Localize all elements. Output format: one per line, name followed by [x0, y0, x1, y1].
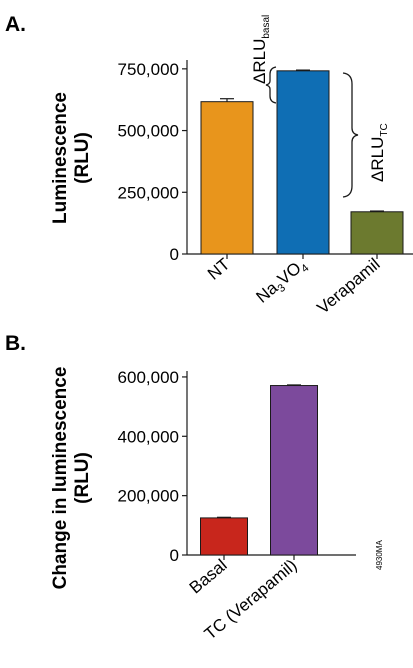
- bar-tc-verapamil-: [270, 385, 318, 556]
- x-tick-label: NT: [204, 255, 234, 284]
- panel-b-label: B.: [5, 332, 26, 355]
- delta-rlu-basal-label: ΔRLUbasal: [250, 15, 272, 84]
- y-tick-label: 600,000: [118, 368, 179, 387]
- y-tick-label: 500,000: [118, 122, 179, 141]
- y-tick-label: 0: [170, 546, 179, 565]
- x-tick-label: Verapamil: [313, 255, 383, 318]
- bar-nt: [200, 101, 254, 255]
- y-tick-label: 0: [170, 245, 179, 264]
- y-tick-label: 250,000: [118, 183, 179, 202]
- bar-na3vo4: [276, 70, 330, 255]
- chart-b: Change in luminescence (RLU) 0 200,000 400,0…: [50, 367, 356, 644]
- bar-verapamil: [350, 211, 404, 255]
- y-axis-label: Luminescence: [50, 92, 71, 224]
- y-axis-label: (RLU): [72, 452, 93, 504]
- panel-a-label: A.: [5, 13, 26, 36]
- basal-brace: [265, 66, 277, 104]
- y-axis-label: (RLU): [72, 132, 93, 184]
- delta-rlu-tc-label: ΔRLUTC: [368, 123, 390, 182]
- y-tick-label: 400,000: [118, 427, 179, 446]
- x-tick-label: Na3VO4: [253, 255, 312, 309]
- figure-code: 4930MA: [375, 540, 384, 570]
- chart-a: Luminescence (RLU) 0 250,000 500,000 750,000 N…: [50, 60, 413, 318]
- y-tick-label: 200,000: [118, 487, 179, 506]
- x-tick-label: Basal: [186, 556, 231, 598]
- tc-brace: [342, 72, 359, 198]
- y-tick-label: 750,000: [118, 60, 179, 79]
- delta-rlu-basal-annotation: ΔRLUbasal: [250, 15, 277, 104]
- delta-rlu-tc-annotation: ΔRLUTC: [342, 72, 390, 198]
- y-axis-label: Change in luminescence: [50, 367, 71, 590]
- bar-basal: [200, 517, 248, 556]
